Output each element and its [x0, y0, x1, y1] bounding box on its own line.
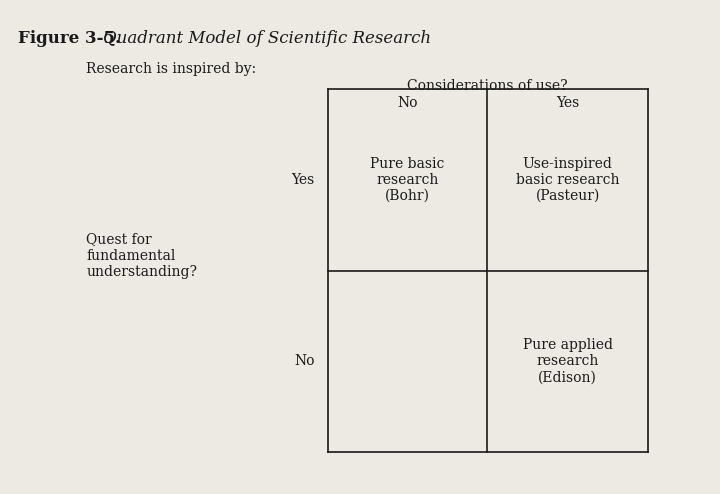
Text: Figure 3-5.: Figure 3-5.	[18, 30, 132, 46]
Text: Quadrant Model of Scientific Research: Quadrant Model of Scientific Research	[103, 30, 431, 46]
Text: No: No	[397, 96, 418, 110]
Text: Pure basic
research
(Bohr): Pure basic research (Bohr)	[370, 157, 445, 203]
Text: Use-inspired
basic research
(Pasteur): Use-inspired basic research (Pasteur)	[516, 157, 619, 203]
Text: Research is inspired by:: Research is inspired by:	[86, 62, 256, 76]
Text: Yes: Yes	[292, 173, 315, 187]
Text: Yes: Yes	[556, 96, 580, 110]
Text: No: No	[294, 354, 315, 369]
Text: Quest for
fundamental
understanding?: Quest for fundamental understanding?	[86, 233, 197, 279]
Text: Considerations of use?: Considerations of use?	[408, 79, 568, 93]
Text: Pure applied
research
(Edison): Pure applied research (Edison)	[523, 338, 613, 384]
